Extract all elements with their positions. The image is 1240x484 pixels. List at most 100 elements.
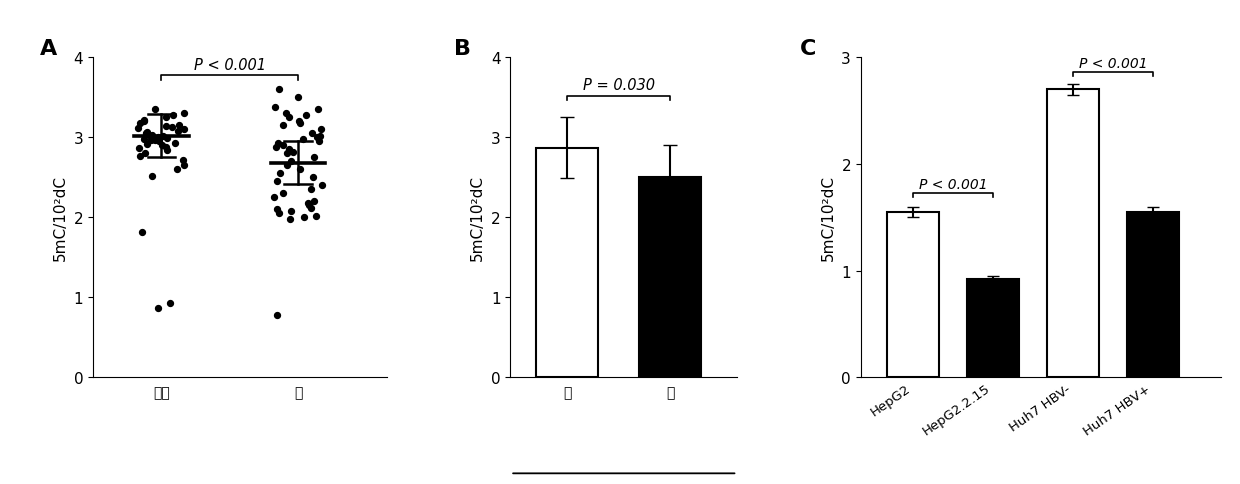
Point: [301, 130, 321, 138]
Point: [304, 198, 324, 206]
Bar: [640, 178, 701, 378]
Point: [153, 133, 172, 140]
Point: [134, 118, 154, 126]
Point: [165, 140, 185, 148]
Bar: [967, 280, 1019, 378]
Point: [308, 134, 327, 142]
Point: [138, 128, 157, 136]
Point: [174, 110, 193, 118]
Point: [265, 104, 285, 111]
Point: [135, 150, 155, 158]
Point: [162, 112, 182, 120]
Point: [304, 154, 324, 162]
Point: [264, 194, 284, 202]
Point: [148, 134, 167, 142]
Point: [134, 117, 154, 124]
Text: C: C: [800, 39, 816, 59]
Point: [175, 126, 195, 134]
Bar: [536, 148, 598, 378]
Bar: [1127, 212, 1179, 378]
Point: [130, 153, 150, 161]
Point: [290, 120, 310, 127]
Point: [311, 126, 331, 134]
Text: A: A: [40, 39, 57, 59]
Point: [128, 124, 148, 132]
Point: [156, 144, 176, 151]
Point: [279, 114, 299, 122]
Point: [269, 86, 289, 94]
Point: [141, 136, 161, 144]
Y-axis label: 5mC/10²dC: 5mC/10²dC: [53, 175, 68, 261]
Point: [149, 304, 169, 312]
Point: [136, 131, 156, 138]
Point: [141, 172, 161, 180]
Point: [279, 146, 299, 154]
Text: B: B: [454, 39, 470, 59]
Point: [299, 202, 319, 210]
Point: [269, 210, 289, 218]
Point: [131, 228, 151, 236]
Point: [309, 106, 329, 114]
Point: [290, 166, 310, 174]
Point: [134, 136, 154, 143]
Point: [296, 112, 316, 120]
Point: [301, 204, 321, 212]
Point: [310, 133, 330, 140]
Point: [149, 138, 169, 146]
Point: [267, 206, 286, 214]
Point: [309, 138, 329, 146]
Point: [129, 145, 149, 153]
Text: P = 0.030: P = 0.030: [583, 78, 655, 93]
Point: [145, 106, 165, 114]
Point: [273, 122, 293, 130]
Point: [289, 118, 309, 126]
Point: [277, 110, 296, 118]
Point: [306, 212, 326, 220]
Point: [130, 120, 150, 127]
Point: [301, 186, 321, 194]
Point: [293, 136, 312, 143]
Point: [174, 156, 193, 164]
Point: [270, 170, 290, 178]
Point: [280, 215, 300, 223]
Point: [288, 94, 308, 102]
Point: [303, 174, 322, 182]
Y-axis label: 5mC/10²dC: 5mC/10²dC: [470, 175, 485, 261]
Point: [267, 178, 286, 186]
Point: [170, 122, 190, 130]
Point: [283, 149, 303, 156]
Point: [277, 150, 296, 158]
Point: [281, 208, 301, 215]
Point: [135, 130, 155, 138]
Point: [145, 137, 165, 145]
Point: [312, 182, 332, 190]
Point: [153, 142, 172, 150]
Point: [273, 142, 293, 150]
Point: [268, 140, 288, 148]
Y-axis label: 5mC/10²dC: 5mC/10²dC: [821, 175, 836, 261]
Text: P < 0.001: P < 0.001: [1079, 57, 1147, 71]
Point: [273, 190, 293, 198]
Point: [136, 140, 156, 148]
Point: [278, 162, 298, 170]
Point: [141, 134, 161, 142]
Point: [157, 135, 177, 143]
Point: [267, 311, 286, 319]
Point: [156, 114, 176, 122]
Point: [294, 214, 314, 222]
Point: [265, 144, 285, 151]
Text: P < 0.001: P < 0.001: [919, 177, 987, 191]
Bar: [887, 212, 939, 378]
Point: [160, 300, 180, 307]
Point: [161, 124, 181, 132]
Text: P < 0.001: P < 0.001: [193, 58, 265, 73]
Bar: [1047, 90, 1099, 378]
Point: [141, 132, 161, 139]
Point: [166, 166, 186, 174]
Point: [299, 199, 319, 207]
Point: [156, 123, 176, 131]
Point: [281, 158, 301, 166]
Point: [175, 162, 195, 170]
Point: [167, 128, 187, 136]
Point: [156, 147, 176, 154]
